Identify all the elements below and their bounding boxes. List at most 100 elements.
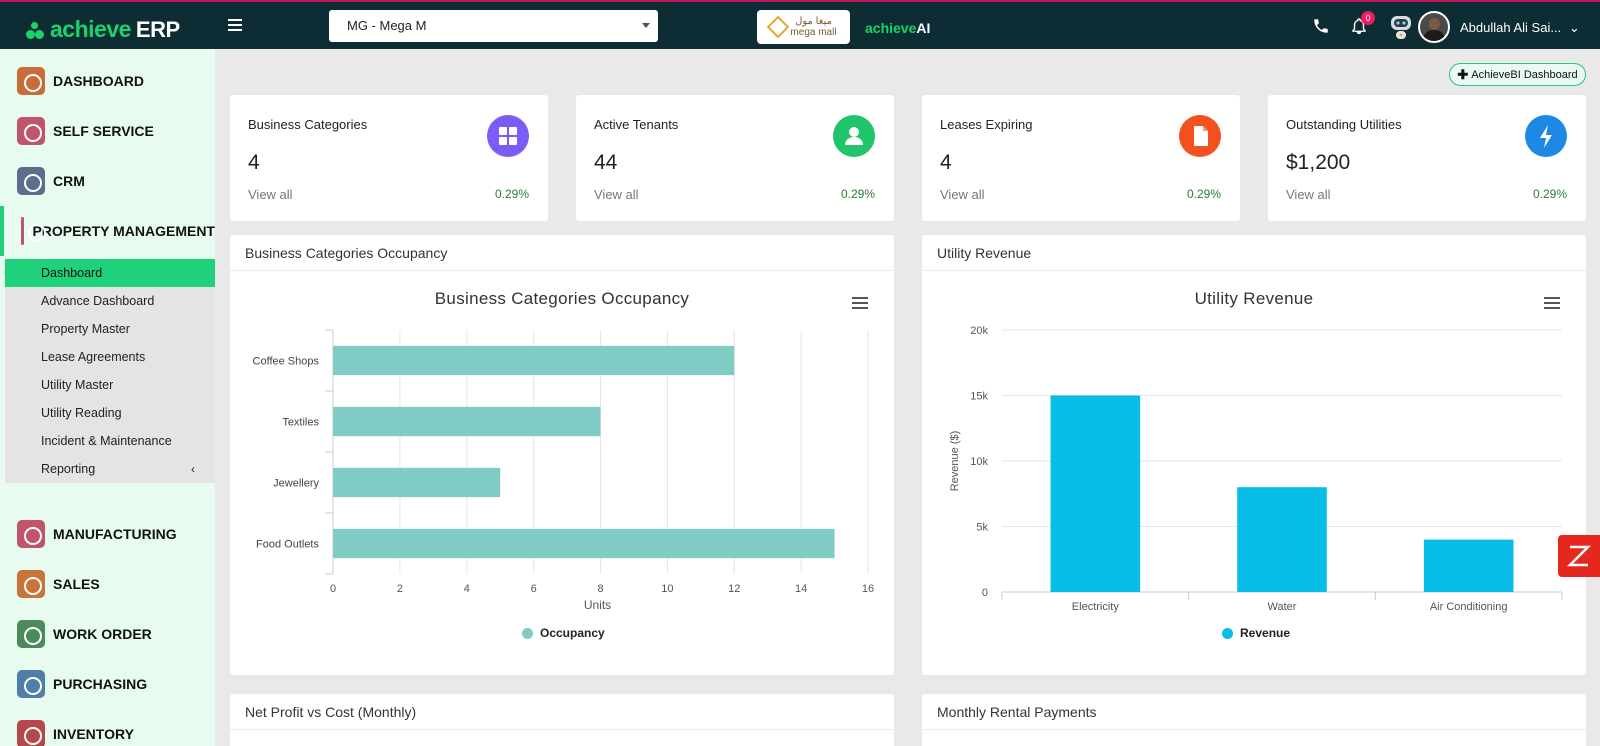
achieve-ai-green: achieve [865,20,917,36]
stat-label: Leases Expiring [940,117,1033,132]
submenu-item-reporting[interactable]: Reporting ‹ [5,455,215,483]
view-all-link[interactable]: View all [594,187,639,202]
stat-value: 4 [248,151,260,174]
brand-name-green: achieve [50,16,131,42]
panel-title: Net Profit vs Cost (Monthly) [230,694,894,730]
stat-card-outstanding-utilities: Outstanding Utilities $1,200 View all 0.… [1268,95,1586,221]
x-tick-label: 2 [397,583,403,595]
panel-title: Utility Revenue [922,235,1586,271]
sidebar-item-label: SELF SERVICE [53,123,154,139]
stat-label: Business Categories [248,117,368,132]
y-tick-label: Textiles [282,417,319,429]
monthly-rental-panel: Monthly Rental Payments [922,694,1586,746]
chart-title: Business Categories Occupancy [434,289,690,308]
client-logo-arabic: ميغا مول [795,16,832,27]
sidebar-item-inventory[interactable]: INVENTORY [0,709,215,746]
y-tick-label: 20k [970,325,988,337]
sidebar: DASHBOARD SELF SERVICE CRM PROPERTY MANA… [0,49,215,746]
legend-dot [1222,627,1233,639]
user-icon [833,115,875,157]
property-selector-value: MG - Mega M [347,18,427,33]
submenu-item-incident-maintenance[interactable]: Incident & Maintenance [41,434,172,448]
y-tick-label: 15k [970,391,988,403]
submenu-item-utility-reading[interactable]: Utility Reading [41,406,122,420]
chart-title: Utility Revenue [1194,289,1314,308]
user-name: Abdullah Ali Sai... [1460,20,1562,35]
bar-water [1237,487,1327,592]
submenu-item-property-master[interactable]: Property Master [41,322,130,336]
view-all-link[interactable]: View all [1286,187,1331,202]
menu-toggle-icon[interactable] [228,19,242,31]
utility-legend[interactable]: Revenue [1222,626,1290,640]
submenu-item-advance-dashboard[interactable]: Advance Dashboard [41,294,155,308]
zendesk-widget-icon[interactable] [1558,535,1600,577]
bolt-icon [1525,115,1567,157]
document-icon [1179,115,1221,157]
y-tick-label: 0 [982,587,988,599]
user-avatar[interactable] [1418,11,1450,43]
chart-menu-icon[interactable] [852,297,868,310]
top-bar: achieve ERP MG - Mega M ميغا مول mega ma… [0,0,1600,49]
bar-coffee-shops [333,345,735,376]
brand-logo[interactable]: achieve ERP [26,16,180,43]
x-tick-label: 4 [464,583,470,595]
property-selector[interactable]: MG - Mega M [329,10,658,42]
grid-icon [487,115,529,157]
notification-bell-icon[interactable]: 0 [1350,11,1375,37]
x-tick-label: 6 [531,583,537,595]
sidebar-item-work-order[interactable]: WORK ORDER [0,609,215,659]
stat-card-leases-expiring: Leases Expiring 4 View all 0.29% [922,95,1240,221]
handshake-icon [17,167,45,195]
stat-change: 0.29% [1186,187,1221,201]
sidebar-item-sales[interactable]: SALES [0,559,215,609]
sidebar-item-label: MANUFACTURING [53,526,177,542]
sidebar-item-property-management[interactable]: PROPERTY MANAGEMENT [0,206,215,256]
property-management-submenu: Dashboard Advance Dashboard Property Mas… [5,259,215,483]
y-tick-label: 10k [970,456,988,468]
sidebar-item-purchasing[interactable]: PURCHASING [0,659,215,709]
stat-value: 44 [594,151,618,174]
stat-change: 0.29% [494,187,529,201]
user-menu[interactable]: Abdullah Ali Sai... ⌄ [1460,20,1580,36]
x-tick-label: 12 [728,583,740,595]
x-tick-label: 0 [330,583,336,595]
bar-textiles [333,406,601,437]
occupancy-legend[interactable]: Occupancy [522,626,605,640]
y-axis-title: Revenue ($) [949,431,961,492]
x-tick-label: Electricity [1072,601,1120,613]
stat-change: 0.29% [1532,187,1567,201]
sidebar-item-label: SALES [53,576,100,592]
x-tick-label: 10 [661,583,673,595]
view-all-link[interactable]: View all [248,187,293,202]
achievebi-dashboard-button[interactable]: ✚ AchieveBI Dashboard [1449,63,1586,86]
x-tick-label: 14 [795,583,807,595]
x-tick-label: Air Conditioning [1430,601,1508,613]
assistant-robot-icon[interactable] [1388,12,1414,39]
worker-check-icon [17,620,45,648]
legend-label: Occupancy [540,626,605,640]
sidebar-item-crm[interactable]: CRM [0,156,215,206]
sidebar-item-label: PROPERTY MANAGEMENT [32,223,215,239]
lifebuoy-icon [17,117,45,145]
submenu-item-utility-master[interactable]: Utility Master [41,378,114,392]
y-tick-label: 5k [976,522,988,534]
sidebar-item-label: DASHBOARD [53,73,144,89]
submenu-item-lease-agreements[interactable]: Lease Agreements [41,350,146,364]
x-tick-label: 8 [597,583,603,595]
bar-electricity [1050,395,1141,592]
submenu-item-dashboard[interactable]: Dashboard [5,259,215,287]
stat-value: $1,200 [1286,151,1351,174]
phone-icon[interactable] [1312,17,1332,37]
sidebar-item-dashboard[interactable]: DASHBOARD [0,56,215,106]
legend-label: Revenue [1240,626,1291,640]
header-actions: 0 [1312,11,1414,39]
sidebar-item-self-service[interactable]: SELF SERVICE [0,106,215,156]
stat-change: 0.29% [840,187,875,201]
achieve-ai-logo[interactable]: achieveAI [865,20,930,36]
chevron-left-icon: ‹ [191,462,195,476]
utility-revenue-panel: Utility Revenue Utility Revenue 0 5k 10k 15… [922,235,1586,675]
chart-menu-icon[interactable] [1544,297,1560,310]
submenu-item-label: Reporting [41,462,96,476]
view-all-link[interactable]: View all [940,187,985,202]
sidebar-item-manufacturing[interactable]: MANUFACTURING [0,509,215,559]
